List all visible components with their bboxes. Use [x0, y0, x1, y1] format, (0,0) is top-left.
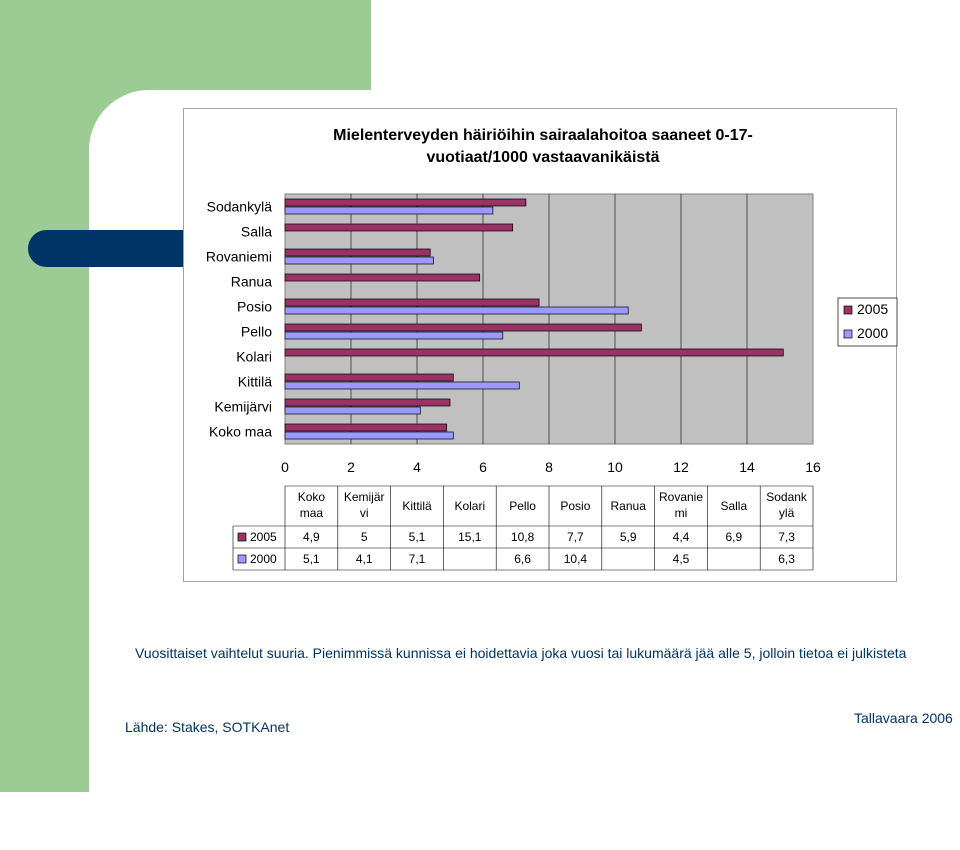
legend-swatch-2000	[843, 329, 853, 339]
x-tick-label: 10	[607, 459, 623, 475]
table-value-cell: 10,8	[511, 530, 535, 544]
bar-2005-4	[284, 323, 642, 332]
table-value-cell: 5,1	[409, 530, 426, 544]
slide: Mielenterveyden häiriöihin sairaalahoito…	[125, 108, 953, 735]
bar-2005-0	[284, 423, 448, 432]
table-header-cell: Kemijär	[344, 490, 385, 504]
background-blue-tab	[28, 230, 190, 267]
table-header-cell: Ranua	[611, 499, 647, 513]
bar-2005-7	[284, 248, 431, 257]
table-header-cell: Pello	[509, 499, 536, 513]
x-tick-label: 6	[479, 459, 487, 475]
table-value-cell: 7,7	[567, 530, 584, 544]
x-tick-label: 4	[413, 459, 421, 475]
table-value-cell: 7,3	[778, 530, 795, 544]
table-value-cell: 6,6	[514, 552, 531, 566]
table-header-cell: Koko	[298, 490, 326, 504]
footnote: Vuosittaiset vaihtelut suuria. Pienimmis…	[135, 645, 907, 661]
category-label: Pello	[241, 324, 272, 340]
table-value-cell: 6,9	[725, 530, 742, 544]
table-value-cell: 15,1	[458, 530, 482, 544]
x-tick-label: 0	[281, 459, 289, 475]
table-header-cell: Posio	[560, 499, 590, 513]
bar-2000-1	[284, 406, 421, 415]
source-text: Lähde: Stakes, SOTKAnet	[125, 719, 290, 735]
bar-2000-5	[284, 306, 629, 315]
bar-2000-4	[284, 331, 504, 340]
category-labels: Koko maa Kemijärvi Kittilä Kolari Pello Posio…	[206, 199, 272, 440]
bar-2005-8	[284, 223, 514, 232]
x-axis: 0 2 4 6 8 10 12 14 16	[281, 459, 821, 475]
x-tick-label: 16	[805, 459, 821, 475]
bar-chart: Koko maaKemijärviKittiläKolariPelloPosio…	[206, 193, 898, 571]
table-header-cell: maa	[300, 506, 324, 520]
category-label: Kolari	[236, 349, 272, 365]
bar-2000-0	[284, 431, 454, 440]
table-swatch-2005	[237, 532, 247, 542]
x-tick-label: 2	[347, 459, 355, 475]
table-header-cell: vi	[360, 506, 369, 520]
table-header-cell: Salla	[720, 499, 747, 513]
table-row-label: 2000	[250, 552, 277, 566]
category-label: Sodankylä	[207, 199, 273, 215]
x-tick-label: 12	[673, 459, 689, 475]
table-value-cell: 4,1	[356, 552, 373, 566]
table-header-cell: Kolari	[454, 499, 485, 513]
bar-2005-6	[284, 273, 481, 282]
table-row-label: 2005	[250, 530, 277, 544]
table-swatch-2000	[237, 554, 247, 564]
table-header-cell: Rovanie	[659, 490, 703, 504]
table-header-cell: ylä	[779, 506, 795, 520]
bar-2000-2	[284, 381, 520, 390]
bar-2005-2	[284, 373, 454, 382]
table-value-cell: 7,1	[409, 552, 426, 566]
bar-2005-5	[284, 298, 540, 307]
category-label: Salla	[241, 224, 272, 240]
plot-area	[284, 193, 814, 445]
table-header-cell: Sodank	[766, 490, 808, 504]
credit-text: Tallavaara 2006	[854, 710, 953, 726]
legend-label: 2000	[857, 325, 888, 341]
bar-2005-1	[284, 398, 451, 407]
category-label: Koko maa	[209, 424, 272, 440]
x-tick-label: 8	[545, 459, 553, 475]
table-value-cell: 5,9	[620, 530, 637, 544]
table-header-cell: mi	[675, 506, 688, 520]
category-label: Kittilä	[238, 374, 272, 390]
table-value-cell: 6,3	[778, 552, 795, 566]
table-header-cell: Kittilä	[402, 499, 432, 513]
legend: 2005 2000	[837, 297, 898, 347]
data-table: Koko maa Kemijär vi Kittilä Kolari Pello Posio R…	[232, 485, 814, 571]
table-value-cell: 5,1	[303, 552, 320, 566]
bar-2005-9	[284, 198, 527, 207]
table-value-cell: 5	[361, 530, 368, 544]
chart-title-line-2: vuotiaat/1000 vastaavanikäistä	[426, 149, 660, 166]
legend-swatch-2005	[843, 305, 853, 315]
x-tick-label: 14	[739, 459, 755, 475]
bar-2000-7	[284, 256, 434, 265]
bar-2000-9	[284, 206, 494, 215]
table-value-cell: 4,5	[673, 552, 690, 566]
table-value-cell: 4,9	[303, 530, 320, 544]
bar-2005-3	[284, 348, 784, 357]
legend-label: 2005	[857, 301, 888, 317]
category-label: Kemijärvi	[214, 399, 272, 415]
chart-title: Mielenterveyden häiriöihin sairaalahoito…	[283, 125, 803, 169]
category-label: Rovaniemi	[206, 249, 272, 265]
table-value-cell: 10,4	[564, 552, 588, 566]
table-value-cell: 4,4	[673, 530, 690, 544]
category-label: Ranua	[231, 274, 272, 290]
category-label: Posio	[237, 299, 272, 315]
chart-title-line-1: Mielenterveyden häiriöihin sairaalahoito…	[333, 127, 753, 144]
